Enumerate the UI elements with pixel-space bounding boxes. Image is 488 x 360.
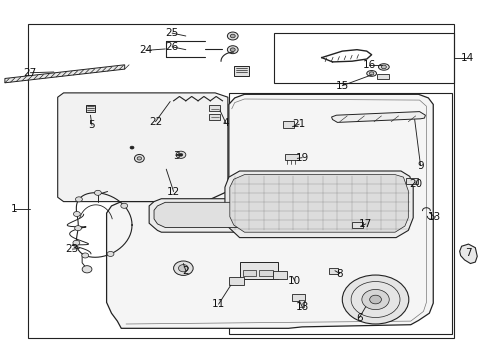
Bar [228,93,451,334]
Bar [351,222,362,228]
Bar [405,178,417,184]
Text: 4: 4 [222,118,229,128]
Ellipse shape [369,72,373,75]
Bar [272,271,286,279]
Text: 5: 5 [88,120,95,130]
Text: 9: 9 [416,161,423,171]
Circle shape [121,203,127,208]
Text: 3: 3 [172,150,179,161]
Bar [239,262,277,279]
Text: 15: 15 [335,81,348,91]
Ellipse shape [381,65,386,69]
Ellipse shape [134,154,144,162]
Text: 17: 17 [358,219,372,229]
Bar [259,270,272,276]
Bar [242,270,256,276]
Text: 2: 2 [182,266,189,276]
Bar [282,121,294,128]
Circle shape [94,190,101,195]
Circle shape [81,253,88,258]
Text: 16: 16 [362,60,375,70]
Circle shape [107,251,114,256]
Circle shape [342,275,408,324]
Circle shape [173,261,193,275]
Circle shape [130,146,134,149]
Text: 12: 12 [166,186,180,197]
Circle shape [178,265,188,272]
Bar [284,154,299,160]
Ellipse shape [137,157,142,160]
Text: 1: 1 [10,204,17,214]
Ellipse shape [227,46,238,54]
Ellipse shape [366,71,376,76]
Circle shape [75,197,82,202]
Circle shape [369,295,381,304]
Text: 21: 21 [292,119,305,129]
Text: 13: 13 [427,212,440,222]
Text: 14: 14 [459,53,473,63]
Text: 25: 25 [165,28,179,38]
Bar [233,66,249,76]
Text: 27: 27 [23,68,37,78]
Text: 24: 24 [139,45,152,55]
Circle shape [73,240,80,245]
Text: 11: 11 [211,299,225,309]
Circle shape [75,226,81,231]
Polygon shape [5,65,124,83]
Bar [209,105,220,111]
Bar [328,268,338,274]
Bar [228,277,244,285]
Bar [85,105,95,112]
Ellipse shape [378,64,388,70]
Text: 26: 26 [165,42,179,52]
Bar [292,294,304,301]
Bar [376,74,388,79]
Circle shape [82,266,92,273]
Text: 19: 19 [295,153,308,163]
Circle shape [176,151,185,158]
Text: 8: 8 [336,269,343,279]
Ellipse shape [230,34,235,38]
Circle shape [361,289,388,310]
Text: 7: 7 [464,248,471,258]
Bar [299,300,304,307]
Ellipse shape [230,48,235,51]
Polygon shape [229,175,407,232]
Text: 23: 23 [65,244,79,254]
Circle shape [73,211,80,216]
Polygon shape [58,93,227,202]
Polygon shape [224,171,412,238]
Text: 20: 20 [408,179,421,189]
Bar [209,114,220,120]
Polygon shape [331,112,425,122]
Text: 22: 22 [148,117,162,127]
Polygon shape [149,199,275,232]
Bar [273,33,453,83]
Ellipse shape [227,32,238,40]
Text: 10: 10 [288,276,301,286]
Text: 18: 18 [295,302,308,312]
Polygon shape [154,202,267,228]
Polygon shape [459,244,476,264]
Text: 6: 6 [355,312,362,323]
Polygon shape [106,94,432,328]
Circle shape [179,153,183,156]
Bar [28,24,453,338]
